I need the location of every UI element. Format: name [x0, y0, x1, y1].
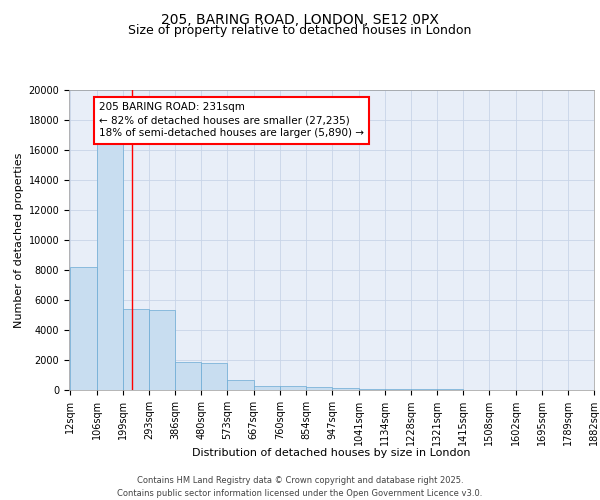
Bar: [254, 386, 280, 390]
Bar: [227, 380, 254, 390]
Y-axis label: Number of detached properties: Number of detached properties: [14, 152, 25, 328]
Text: 205 BARING ROAD: 231sqm
← 82% of detached houses are smaller (27,235)
18% of sem: 205 BARING ROAD: 231sqm ← 82% of detache…: [99, 102, 364, 139]
Text: Contains HM Land Registry data © Crown copyright and database right 2025.
Contai: Contains HM Land Registry data © Crown c…: [118, 476, 482, 498]
Bar: [202, 362, 227, 390]
Bar: [359, 388, 385, 390]
Bar: [332, 388, 359, 390]
Bar: [97, 142, 123, 390]
Bar: [123, 309, 149, 390]
Bar: [70, 267, 97, 390]
Bar: [175, 362, 202, 390]
Bar: [280, 386, 306, 390]
Bar: [306, 388, 332, 390]
Text: 205, BARING ROAD, LONDON, SE12 0PX: 205, BARING ROAD, LONDON, SE12 0PX: [161, 12, 439, 26]
X-axis label: Distribution of detached houses by size in London: Distribution of detached houses by size …: [192, 448, 471, 458]
Bar: [149, 310, 175, 390]
Text: Size of property relative to detached houses in London: Size of property relative to detached ho…: [128, 24, 472, 37]
Bar: [411, 389, 437, 390]
Bar: [385, 389, 411, 390]
